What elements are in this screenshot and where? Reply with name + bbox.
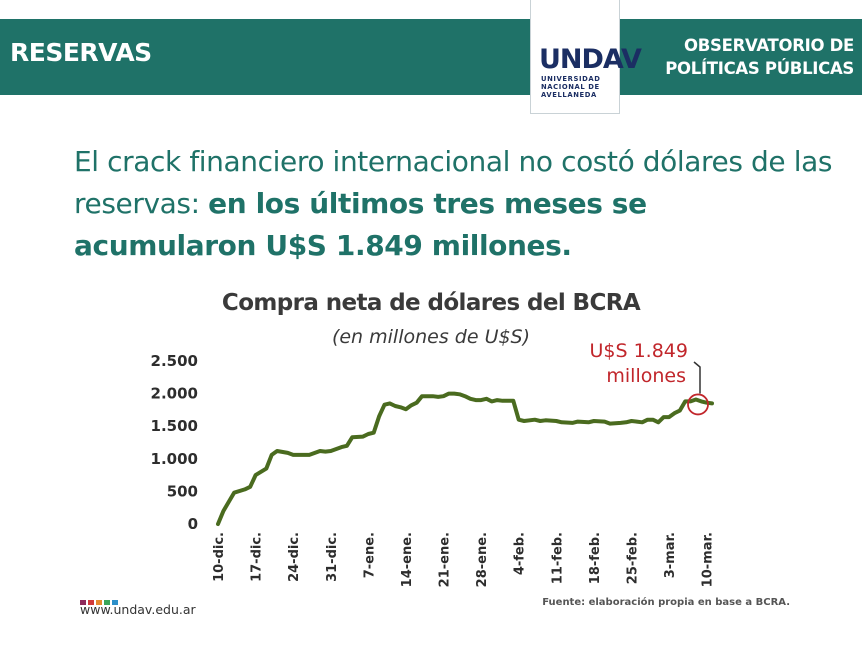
logo-sub-line2: NACIONAL DE [541, 83, 600, 91]
org-title: OBSERVATORIO DE POLÍTICAS PÚBLICAS [665, 34, 854, 80]
y-tick-label: 1.500 [151, 417, 198, 435]
x-tick-label: 4-feb. [513, 532, 528, 575]
x-tick-label: 24-dic. [287, 532, 302, 582]
header-bar [0, 19, 862, 95]
chart-title: Compra neta de dólares del BCRA [221, 290, 641, 316]
website-link[interactable]: www.undav.edu.ar [80, 602, 196, 617]
brand-dot-4 [112, 600, 118, 605]
org-title-line1: OBSERVATORIO DE [684, 36, 854, 55]
x-tick-label: 11-feb. [550, 532, 565, 584]
x-tick-label: 14-ene. [400, 532, 415, 587]
brand-dot-3 [104, 600, 110, 605]
x-tick-label: 3-mar. [663, 532, 678, 578]
logo-subtitle: UNIVERSIDAD NACIONAL DE AVELLANEDA [541, 75, 613, 99]
source-note: Fuente: elaboración propia en base a BCR… [542, 597, 790, 608]
org-title-line2: POLÍTICAS PÚBLICAS [665, 59, 854, 78]
x-tick-label: 10-dic. [212, 532, 227, 582]
chart-subtitle: (en millones de U$S) [331, 326, 531, 348]
y-tick-label: 1.000 [151, 450, 198, 468]
undav-logo: UNDAV UNIVERSIDAD NACIONAL DE AVELLANEDA [530, 0, 642, 114]
y-tick-label: 2.000 [151, 385, 198, 403]
x-tick-label: 28-ene. [475, 532, 490, 587]
annotation-label-line1: U$S 1.849 [590, 340, 689, 362]
section-title: RESERVAS [10, 38, 152, 67]
x-tick-label: 21-ene. [438, 532, 453, 587]
x-tick-label: 25-feb. [625, 532, 640, 584]
x-tick-label: 31-dic. [325, 532, 340, 582]
annotation-leader [693, 361, 701, 394]
annotation-label-line2: millones [606, 365, 686, 387]
series-line [216, 391, 714, 526]
headline-plain: El crack financiero internacional no cos… [74, 145, 833, 220]
x-tick-label: 18-feb. [588, 532, 603, 584]
logo-sub-line1: UNIVERSIDAD [541, 75, 601, 83]
brand-dot-1 [88, 600, 94, 605]
y-tick-label: 2.500 [151, 352, 198, 370]
highlight-circle [687, 393, 709, 416]
x-tick-label: 10-mar. [701, 532, 716, 587]
headline: El crack financiero internacional no cos… [74, 141, 834, 267]
brand-dots [80, 592, 120, 610]
y-tick-label: 0 [188, 515, 198, 533]
logo-sub-line3: AVELLANEDA [541, 91, 597, 99]
logo-mark: UNDAV [539, 44, 642, 75]
brand-dot-0 [80, 600, 86, 605]
headline-bold: en los últimos tres meses se acumularon … [74, 187, 647, 262]
y-tick-label: 500 [167, 482, 198, 500]
x-tick-label: 7-ene. [362, 532, 377, 578]
x-tick-label: 17-dic. [250, 532, 265, 582]
brand-dot-2 [96, 600, 102, 605]
